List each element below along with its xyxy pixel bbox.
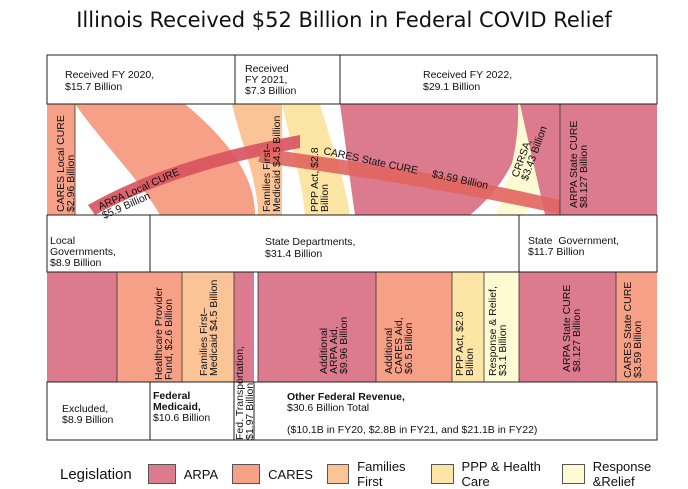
ppp-act-bottom-label: PPP Act, $2.8Billion xyxy=(454,311,476,376)
other-federal-revenue-label: Other Federal Revenue, $30.6 Billion Tota… xyxy=(287,391,537,436)
box-other-federal-revenue xyxy=(253,381,658,441)
block-local-arpa xyxy=(47,272,117,382)
legend-item-ppp: PPP & Health Care xyxy=(431,459,548,489)
box-federal-medicaid xyxy=(149,381,235,441)
families-first-top-label: Families First–Medicaid $4.5 Billion xyxy=(261,116,283,212)
block-healthcare-provider-fund xyxy=(150,272,182,382)
box-state-government xyxy=(518,214,658,273)
band-cares-state-cure xyxy=(258,148,560,214)
block-families-first xyxy=(182,272,234,382)
legend-swatch xyxy=(431,464,454,484)
diagonal-bands xyxy=(88,135,560,215)
block-response-relief xyxy=(484,272,519,382)
legend-item-response-relief: Response &Relief xyxy=(562,459,674,489)
box-excluded xyxy=(46,381,151,441)
fy2021-label: Received FY 2021, $7.3 Billion xyxy=(245,63,297,97)
block-arpa-state-cure xyxy=(519,272,616,382)
block-fed-transportation xyxy=(234,272,254,382)
federal-medicaid-label: Federal Medicaid, $10.6 Billion xyxy=(153,390,210,424)
box-frames xyxy=(46,54,658,441)
legend-item-arpa: ARPA xyxy=(147,464,219,484)
legend-label: ARPA xyxy=(183,466,219,482)
excluded-label: Excluded, $8.9 Billion xyxy=(62,403,114,426)
healthcare-provider-fund-label: Healthcare ProviderFund, $2.6 Billion xyxy=(153,287,175,380)
legend-title: Legislation xyxy=(60,465,132,483)
divider-lines xyxy=(74,104,617,382)
legend: Legislation ARPA CARES Families First PP… xyxy=(60,459,688,489)
box-fy2022 xyxy=(339,54,658,105)
block-local-cares xyxy=(117,272,150,382)
state-departments-label: State Departments, $31.4 Billion xyxy=(265,236,355,260)
fy2020-label: Received FY 2020, $15.7 Billion xyxy=(65,69,154,93)
flow-families-first xyxy=(232,104,282,215)
legend-item-families-first: Families First xyxy=(326,459,417,489)
legend-swatch xyxy=(326,464,350,484)
legend-swatch xyxy=(232,464,261,484)
response-relief-label: Response & Relief,$3.1 Billion xyxy=(487,286,509,376)
additional-cares-label: AdditionalCARES Aid,$6.5 Billion xyxy=(383,317,415,374)
flow-fy20-cares-state xyxy=(75,104,255,215)
legend-swatch xyxy=(147,464,176,484)
block-additional-arpa xyxy=(258,272,376,382)
box-state-departments xyxy=(149,214,520,273)
families-first-bottom-label: Families First–Medicaid $4.5 Billion xyxy=(198,280,220,376)
cares-local-cure-label: CARES Local CURE$2.96 Billion xyxy=(55,115,77,212)
block-ppp-act xyxy=(452,272,484,382)
cares-state-cure-bottom-label: CARES State CURE$3.59 Billion xyxy=(622,282,644,378)
ppp-act-top-label: PPP Act, $2.8Billion xyxy=(309,147,331,212)
legend-label: CARES xyxy=(268,466,313,482)
arpa-state-cure-bottom-label: ARPA State CURE$8.127 Billion xyxy=(561,285,583,372)
legend-item-cares: CARES xyxy=(232,464,313,484)
top-flows xyxy=(47,104,657,215)
chart-title: Illinois Received $52 Billion in Federal… xyxy=(76,8,612,32)
box-local-governments xyxy=(46,214,151,273)
legend-label: Families First xyxy=(357,459,406,489)
local-governments-label: Local Governments, $8.9 Billion xyxy=(50,235,116,269)
legend-label: Response &Relief xyxy=(592,459,652,489)
block-additional-cares xyxy=(376,272,452,382)
additional-arpa-label: AdditionalARPA Aid,$9.96 Billion xyxy=(318,317,350,374)
flow-fy22-arpa-right xyxy=(520,104,560,215)
state-government-label: State Government, $11.7 Billion xyxy=(528,235,619,258)
legend-label: PPP & Health Care xyxy=(461,459,541,489)
band-arpa-local-cure xyxy=(88,135,300,215)
flow-cares-local-cure xyxy=(47,104,75,215)
legend-swatch xyxy=(562,464,585,484)
flow-arpa-state-cure xyxy=(560,104,657,215)
block-cares-state-cure xyxy=(616,272,657,382)
arpa-state-cure-top-label: ARPA State CURE$8.127 Billion xyxy=(568,121,590,208)
bottom-flows xyxy=(47,272,657,382)
fed-transportation-label: Fed. Transportation,$1.97 Billion xyxy=(234,346,256,440)
fy2022-label: Received FY 2022, $29.1 Billion xyxy=(423,69,512,93)
box-fy2021 xyxy=(234,54,341,105)
